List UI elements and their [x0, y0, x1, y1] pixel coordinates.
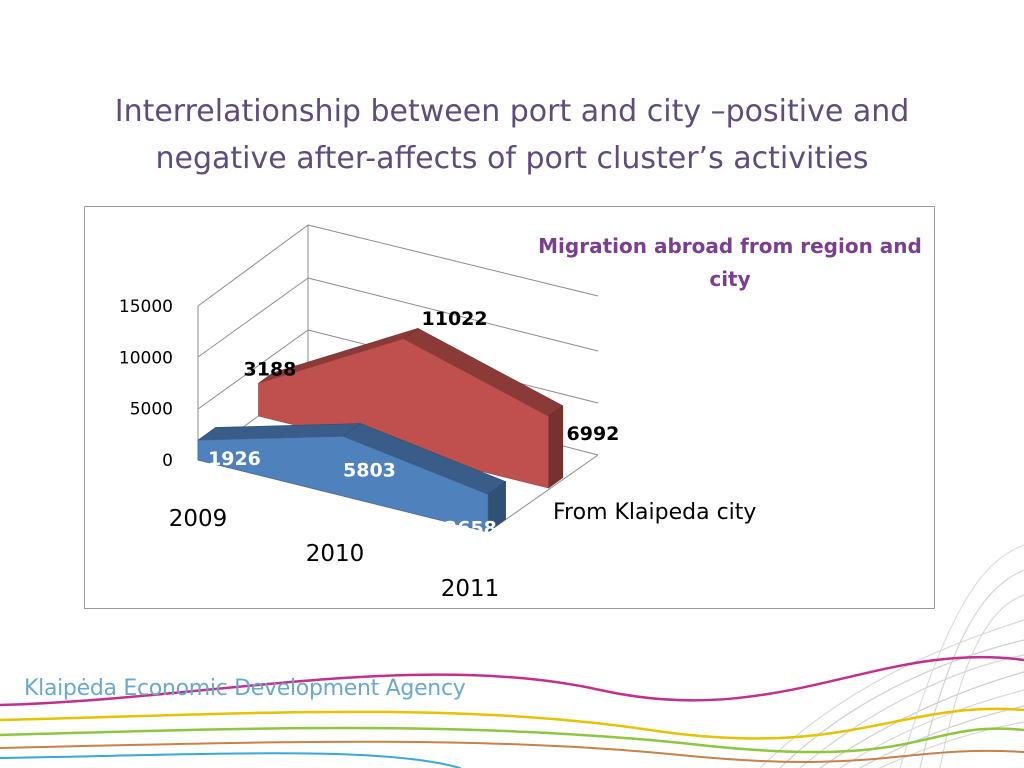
- x-tick-label: 2009: [169, 506, 228, 532]
- legend: From Klaipeda city: [553, 500, 756, 525]
- y-tick-label: 10000: [119, 348, 173, 368]
- data-label: 11022: [422, 308, 488, 330]
- x-tick-label: 2010: [306, 541, 365, 567]
- data-label: 5803: [343, 459, 396, 481]
- y-tick-label: 15000: [119, 297, 173, 317]
- series-city: 1926 5803 3658: [197, 423, 507, 539]
- data-label: 1926: [208, 448, 261, 470]
- decorative-waves: [0, 544, 1024, 768]
- chart-title: Migration abroad from region and city: [538, 234, 922, 291]
- data-label: 6992: [567, 423, 620, 445]
- series-region: 3188 11022 6992: [244, 308, 620, 489]
- brand-logo-text: Klaipėda Economic Development Agency: [24, 676, 466, 701]
- legend-entry-city: From Klaipeda city: [553, 500, 756, 525]
- area-front-face: [197, 436, 489, 533]
- slide-title: Interrelationship between port and city …: [114, 94, 910, 176]
- y-tick-label: 0: [162, 451, 173, 471]
- y-tick-label: 5000: [130, 400, 173, 420]
- area-front-face: [258, 338, 549, 489]
- area-side-cap: [548, 405, 564, 489]
- data-label: 3658: [444, 517, 497, 539]
- x-tick-label: 2011: [441, 576, 500, 602]
- y-axis: 0 5000 10000 15000: [119, 297, 173, 471]
- x-axis: 2009 2010 2011: [169, 506, 500, 602]
- data-label: 3188: [244, 358, 297, 380]
